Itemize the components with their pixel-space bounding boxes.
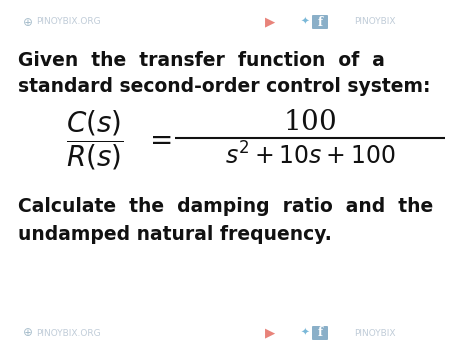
Text: ▶: ▶ — [265, 327, 275, 339]
Text: f: f — [318, 327, 323, 339]
Text: undamped natural frequency.: undamped natural frequency. — [18, 224, 332, 244]
Text: ⊕: ⊕ — [23, 16, 33, 28]
Text: PINOYBIX.ORG: PINOYBIX.ORG — [36, 328, 100, 338]
Text: ✦: ✦ — [301, 17, 310, 27]
Text: $\dfrac{C(s)}{R(s)}$: $\dfrac{C(s)}{R(s)}$ — [66, 108, 124, 172]
Text: $=$: $=$ — [144, 126, 172, 153]
FancyBboxPatch shape — [312, 15, 328, 29]
Text: $\mathregular{100}$: $\mathregular{100}$ — [283, 109, 337, 137]
Text: f: f — [318, 16, 323, 28]
Text: Given  the  transfer  function  of  a: Given the transfer function of a — [18, 50, 385, 70]
Text: $s^2 + 10s + 100$: $s^2 + 10s + 100$ — [225, 142, 395, 170]
Text: standard second-order control system:: standard second-order control system: — [18, 77, 430, 97]
Text: Calculate  the  damping  ratio  and  the: Calculate the damping ratio and the — [18, 197, 433, 217]
FancyBboxPatch shape — [312, 326, 328, 340]
Text: PINOYBIX.ORG: PINOYBIX.ORG — [36, 17, 100, 27]
Text: ⊕: ⊕ — [23, 327, 33, 339]
Text: PINOYBIX: PINOYBIX — [354, 328, 396, 338]
Text: ▶: ▶ — [265, 16, 275, 28]
Text: ✦: ✦ — [301, 328, 310, 338]
Text: PINOYBIX: PINOYBIX — [354, 17, 396, 27]
